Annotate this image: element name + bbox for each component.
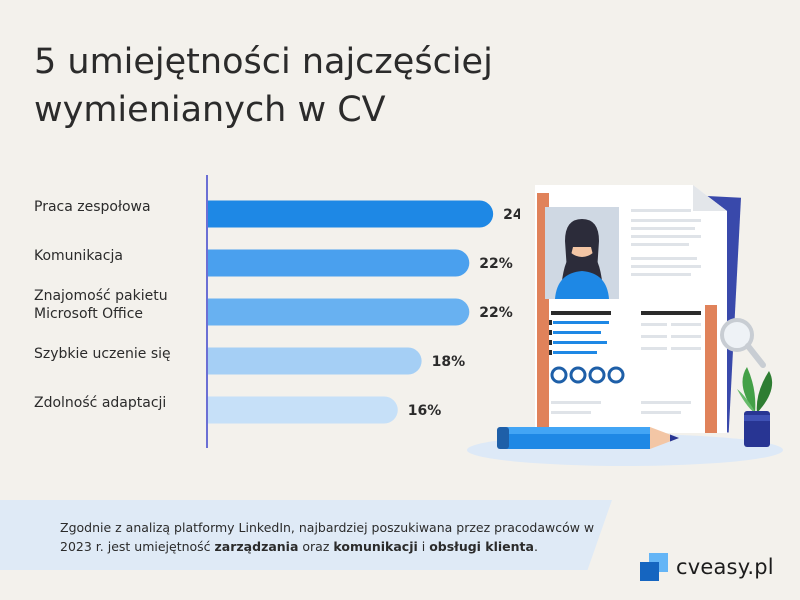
bar-4 bbox=[207, 396, 398, 424]
footer-text-part-1: Zgodnie z analizą platformy LinkedIn, na… bbox=[60, 520, 595, 554]
footer-text-part-3: i bbox=[417, 539, 430, 554]
footer-bold-customer-service: obsługi klienta bbox=[429, 539, 534, 554]
value-label-2: 22% bbox=[479, 305, 513, 321]
category-label-3: Szybkie uczenie się bbox=[34, 346, 171, 362]
chart-title: 5 umiejętności najczęściej wymienianych … bbox=[34, 38, 594, 134]
category-label-1: Komunikacja bbox=[34, 248, 123, 264]
bar-chart: 24% Praca zespołowa 22% Komunikacja 22% Znajo… bbox=[34, 175, 520, 448]
bar-3 bbox=[207, 347, 422, 375]
category-label-4: Zdolność adaptacji bbox=[34, 395, 166, 411]
bar-0 bbox=[207, 200, 494, 228]
title-line-2: wymienianych w CV bbox=[34, 90, 386, 130]
resume-document-icon bbox=[535, 185, 727, 433]
footer-bold-communication: komunikacji bbox=[333, 539, 418, 554]
pencil-icon bbox=[497, 427, 679, 449]
footer-text-part-2: oraz bbox=[298, 539, 334, 554]
value-label-3: 18% bbox=[432, 354, 466, 370]
value-label-0: 24% bbox=[503, 207, 520, 223]
category-label-2: Znajomość pakietu Microsoft Office bbox=[34, 288, 168, 322]
cveasy-logo-icon bbox=[640, 553, 668, 581]
title-line-1: 5 umiejętności najczęściej bbox=[34, 42, 493, 82]
resume-illustration bbox=[467, 185, 783, 466]
plant-icon bbox=[737, 367, 773, 447]
category-label-0: Praca zespołowa bbox=[34, 199, 151, 215]
info-banner bbox=[0, 500, 612, 570]
info-banner-text: Zgodnie z analizą platformy LinkedIn, na… bbox=[60, 518, 600, 556]
person-avatar-icon bbox=[545, 207, 619, 299]
bar-2 bbox=[207, 298, 470, 326]
footer-text-part-4: . bbox=[533, 539, 538, 554]
bar-1 bbox=[207, 249, 470, 277]
value-label-4: 16% bbox=[408, 403, 442, 419]
magnifier-icon bbox=[720, 318, 766, 368]
value-label-1: 22% bbox=[479, 256, 513, 272]
brand[interactable]: cveasy.pl bbox=[640, 550, 774, 584]
footer-bold-management: zarządzania bbox=[214, 539, 299, 554]
brand-name: cveasy.pl bbox=[676, 555, 774, 579]
